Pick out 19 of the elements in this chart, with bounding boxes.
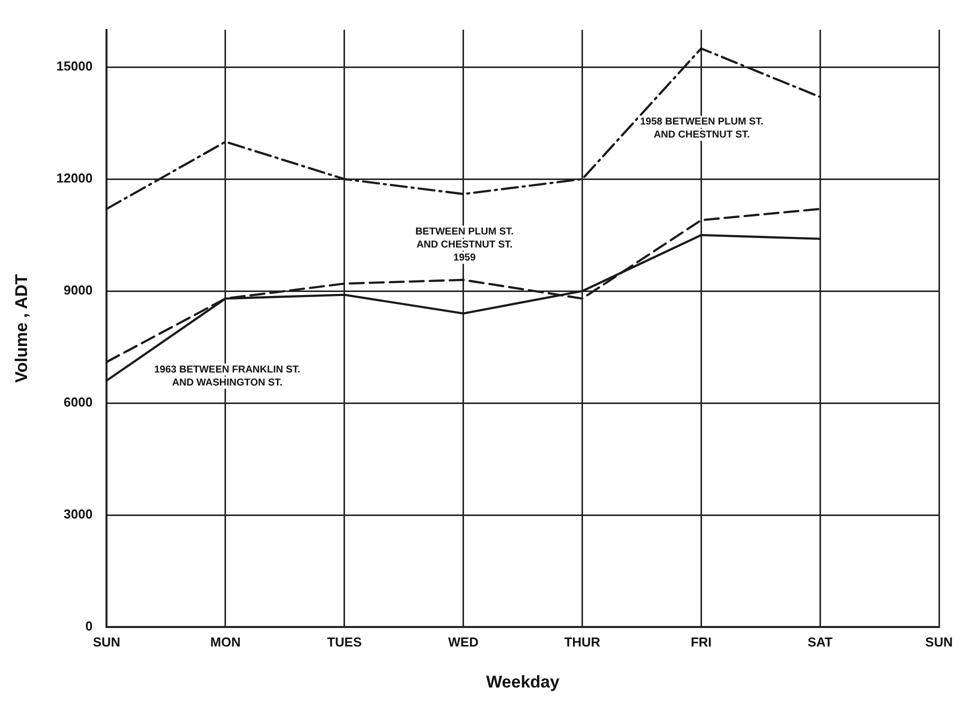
- x-tick-label: WED: [448, 634, 478, 650]
- annotation: BETWEEN PLUM ST. AND CHESTNUT ST. 1959: [415, 226, 514, 264]
- annotation: 1958 BETWEEN PLUM ST. AND CHESTNUT ST.: [640, 116, 764, 141]
- y-axis-title: Volume , ADT: [12, 273, 31, 383]
- x-tick-label: SAT: [808, 634, 833, 650]
- y-tick-label: 3000: [64, 506, 93, 522]
- y-tick-label: 6000: [64, 394, 93, 410]
- x-tick-label: SUN: [92, 634, 120, 650]
- x-axis-title: Weekday: [486, 672, 560, 692]
- y-tick-label: 0: [85, 618, 93, 634]
- x-tick-label: TUES: [327, 634, 362, 650]
- x-tick-label: FRI: [690, 634, 712, 650]
- x-tick-label: SUN: [925, 634, 953, 650]
- x-tick-label: MON: [210, 634, 241, 650]
- x-tick-label: THUR: [564, 634, 601, 650]
- y-tick-label: 12000: [56, 170, 93, 186]
- annotation: 1963 BETWEEN FRANKLIN ST. AND WASHINGTON ST.: [154, 364, 301, 388]
- y-tick-label: 9000: [64, 282, 93, 298]
- y-tick-label: 15000: [56, 58, 93, 74]
